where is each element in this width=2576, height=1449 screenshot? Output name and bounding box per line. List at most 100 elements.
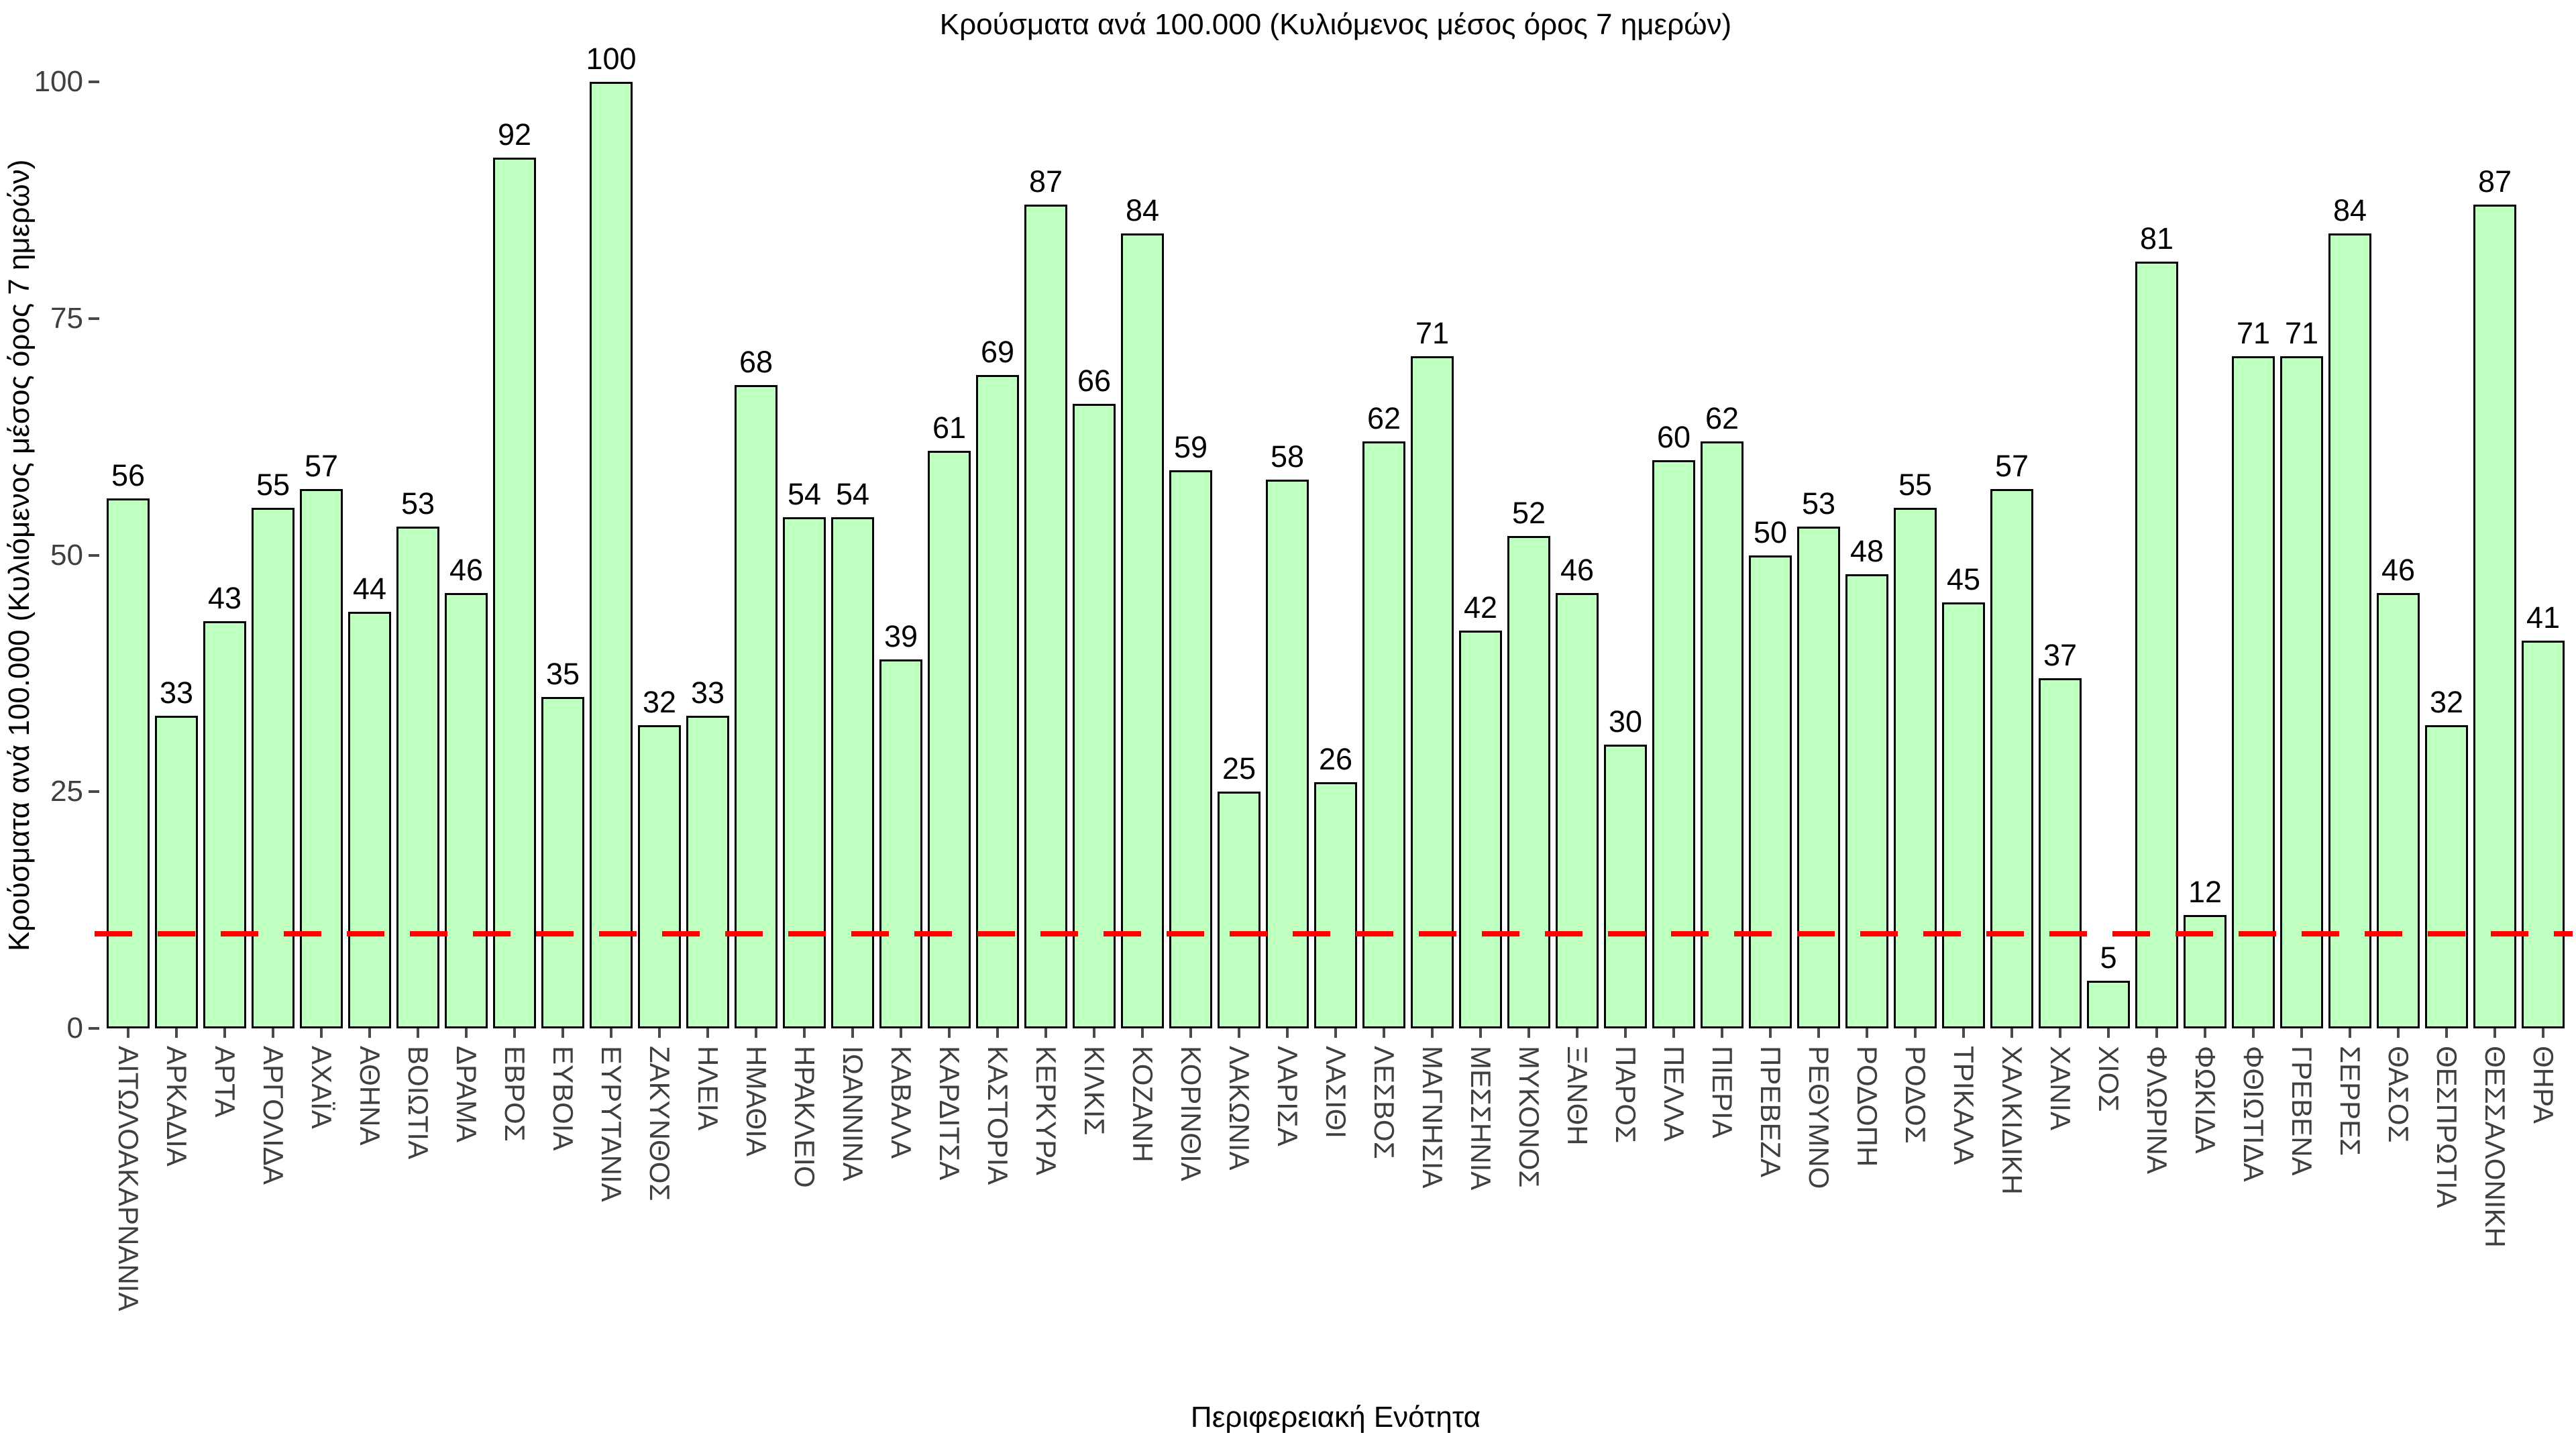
bar xyxy=(492,157,537,1028)
x-tick-slot: ΛΑΚΩΝΙΑ xyxy=(1215,1028,1263,1404)
bar-value-label: 59 xyxy=(1173,429,1208,464)
bar xyxy=(686,716,730,1028)
bar-value-label: 69 xyxy=(980,335,1015,370)
x-tick-label: ΑΧΑΪΑ xyxy=(306,1046,337,1129)
bar-value-label: 44 xyxy=(352,572,387,606)
bar-slot: 84 xyxy=(2326,82,2374,1028)
bar-value-label: 92 xyxy=(497,117,532,152)
bar xyxy=(2086,981,2131,1028)
bar xyxy=(1410,356,1454,1028)
bar xyxy=(830,517,875,1028)
bar xyxy=(299,488,343,1028)
bar xyxy=(347,612,392,1028)
x-axis-title: Περιφερειακή Ενότητα xyxy=(1190,1401,1481,1434)
bar-slot: 33 xyxy=(152,82,201,1028)
x-tick-slot: ΑΙΤΩΛΟΑΚΑΡΝΑΝΙΑ xyxy=(104,1028,152,1404)
bar xyxy=(1507,536,1551,1028)
bar-value-label: 26 xyxy=(1318,742,1353,777)
x-tick-mark xyxy=(465,1028,468,1038)
bar xyxy=(444,592,488,1028)
x-tick-slot: ΘΕΣΣΑΛΟΝΙΚΗ xyxy=(2471,1028,2519,1404)
x-tick-mark xyxy=(1866,1028,1868,1038)
bar xyxy=(1458,631,1503,1028)
x-tick-mark xyxy=(996,1028,999,1038)
bar-slot: 56 xyxy=(104,82,152,1028)
y-tick-mark xyxy=(89,1027,99,1030)
x-tick-mark xyxy=(272,1028,274,1038)
bar-slot: 71 xyxy=(2229,82,2277,1028)
x-tick-slot: ΑΡΤΑ xyxy=(201,1028,249,1404)
bar xyxy=(2279,356,2324,1028)
bar-value-label: 52 xyxy=(1511,496,1546,531)
x-tick-label: ΛΕΣΒΟΣ xyxy=(1368,1046,1400,1159)
bar-value-label: 48 xyxy=(1849,533,1884,568)
y-tick-mark xyxy=(89,790,99,794)
bar-value-label: 54 xyxy=(835,477,870,512)
bar-value-label: 32 xyxy=(2429,685,2464,720)
bar xyxy=(589,82,633,1028)
bars-container: 56 33 43 55 57 44 53 46 92 35 100 32 33 68 54 54 39 61 69 8… xyxy=(104,44,2567,1028)
x-tick-label: ΑΡΤΑ xyxy=(209,1046,241,1118)
bar xyxy=(1700,441,1744,1028)
bar-value-label: 84 xyxy=(2332,193,2367,227)
x-tick-mark xyxy=(1527,1028,1530,1038)
x-tick-label: ΚΟΖΑΝΗ xyxy=(1127,1046,1159,1163)
bar-slot: 92 xyxy=(490,82,539,1028)
x-tick-mark xyxy=(1431,1028,1434,1038)
bar-slot: 59 xyxy=(1167,82,1215,1028)
bar-slot: 84 xyxy=(1118,82,1167,1028)
x-tick-label: ΚΑΡΔΙΤΣΑ xyxy=(934,1046,965,1181)
x-tick-label: ΛΑΣΙΘΙ xyxy=(1320,1046,1352,1139)
bar xyxy=(734,384,778,1028)
y-tick-mark xyxy=(89,317,99,320)
bar-value-label: 5 xyxy=(2100,941,2117,975)
x-tick-label: ΔΡΑΜΑ xyxy=(451,1046,482,1142)
x-tick-slot: ΗΛΕΙΑ xyxy=(684,1028,732,1404)
x-tick-mark xyxy=(175,1028,178,1038)
x-tick-mark xyxy=(1914,1028,1917,1038)
x-tick-label: ΚΙΛΚΙΣ xyxy=(1079,1046,1110,1136)
bar-value-label: 33 xyxy=(690,676,725,710)
x-tick-label: ΛΑΚΩΝΙΑ xyxy=(1224,1046,1255,1171)
bar-value-label: 25 xyxy=(1222,751,1256,786)
y-tick-label: 50 xyxy=(50,538,83,572)
x-tick-mark xyxy=(1286,1028,1289,1038)
x-tick-mark xyxy=(1769,1028,1772,1038)
x-tick-mark xyxy=(755,1028,757,1038)
x-tick-label: ΛΑΡΙΣΑ xyxy=(1272,1046,1303,1146)
x-tick-label: ΦΘΙΩΤΙΔΑ xyxy=(2238,1046,2269,1182)
x-tick-slot: ΕΥΒΟΙΑ xyxy=(539,1028,587,1404)
bar-value-label: 41 xyxy=(2526,600,2561,635)
x-tick-slot: ΑΡΓΟΛΙΔΑ xyxy=(249,1028,297,1404)
x-tick-label: ΠΕΛΛΑ xyxy=(1658,1046,1690,1142)
bar-slot: 52 xyxy=(1505,82,1553,1028)
x-tick-slot: ΣΕΡΡΕΣ xyxy=(2326,1028,2374,1404)
x-tick-slot: ΛΕΣΒΟΣ xyxy=(1360,1028,1408,1404)
x-tick-slot: ΕΒΡΟΣ xyxy=(490,1028,539,1404)
x-tick-slot: ΜΑΓΝΗΣΙΑ xyxy=(1408,1028,1456,1404)
bar xyxy=(1748,555,1792,1028)
x-tick-label: ΖΑΚΥΝΘΟΣ xyxy=(644,1046,676,1201)
bar-value-label: 84 xyxy=(1125,193,1160,227)
x-tick-label: ΓΡΕΒΕΝΑ xyxy=(2286,1046,2318,1176)
bar-slot: 12 xyxy=(2181,82,2229,1028)
bar-slot: 87 xyxy=(1022,82,1070,1028)
x-tick-mark xyxy=(1624,1028,1627,1038)
y-tick-mark xyxy=(89,553,99,557)
x-tick-label: ΑΘΗΝΑ xyxy=(354,1046,386,1146)
bar-value-label: 53 xyxy=(1801,486,1836,521)
x-tick-label: ΧΑΛΚΙΔΙΚΗ xyxy=(1996,1046,2028,1195)
x-tick-label: ΒΟΙΩΤΙΑ xyxy=(402,1046,434,1160)
bar xyxy=(1313,782,1358,1028)
x-tick-label: ΕΥΡΥΤΑΝΙΑ xyxy=(596,1046,627,1202)
x-tick-mark xyxy=(610,1028,612,1038)
x-tick-mark xyxy=(1383,1028,1385,1038)
x-tick-slot: ΘΕΣΠΡΩΤΙΑ xyxy=(2422,1028,2471,1404)
x-tick-label: ΞΑΝΘΗ xyxy=(1562,1046,1593,1146)
x-tick-mark xyxy=(2059,1028,2061,1038)
x-tick-mark xyxy=(1334,1028,1337,1038)
x-tick-label: ΕΥΒΟΙΑ xyxy=(547,1046,579,1151)
x-tick-label: ΜΥΚΟΝΟΣ xyxy=(1513,1046,1545,1188)
x-tick-slot: ΦΩΚΙΔΑ xyxy=(2181,1028,2229,1404)
x-tick-slot: ΜΕΣΣΗΝΙΑ xyxy=(1456,1028,1505,1404)
